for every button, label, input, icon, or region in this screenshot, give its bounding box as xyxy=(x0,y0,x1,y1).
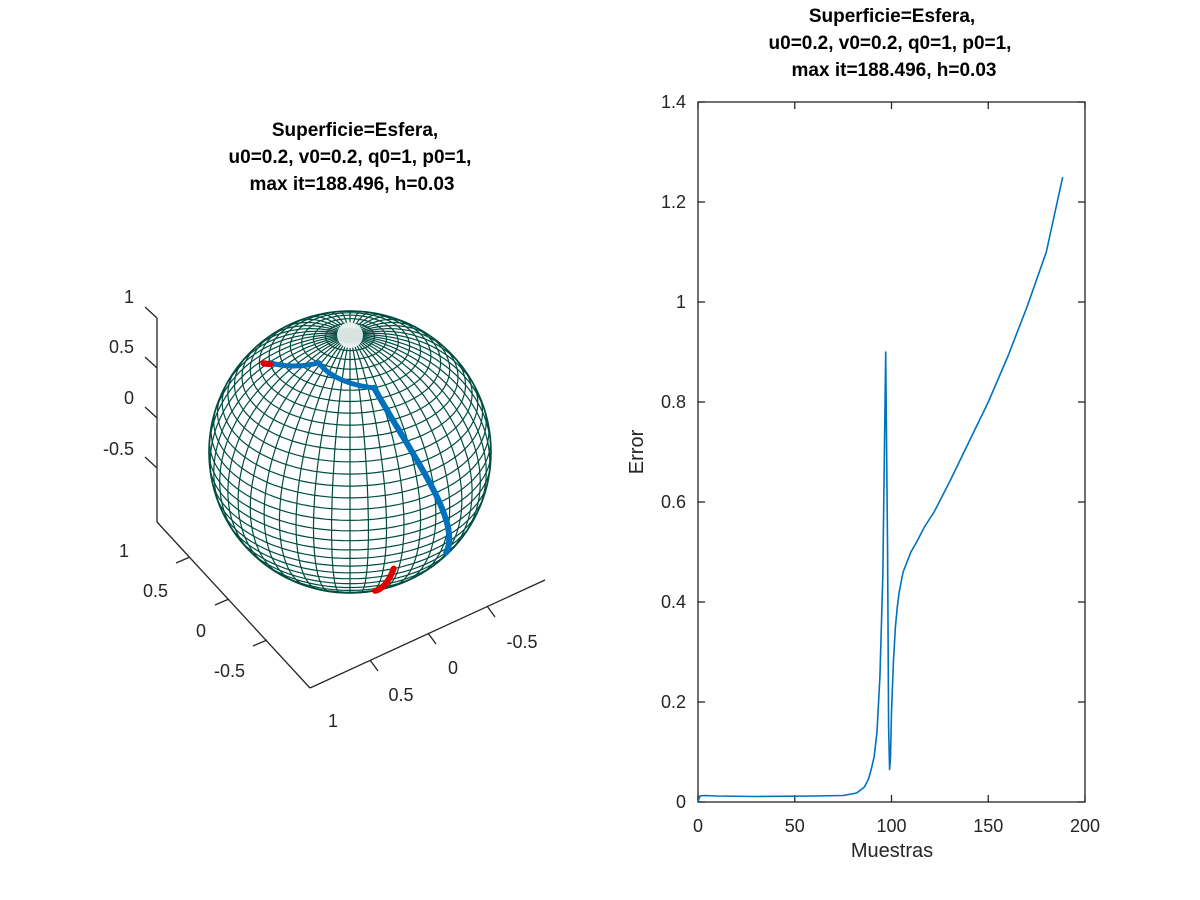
meridian-line xyxy=(349,334,437,583)
meridian-line xyxy=(349,334,422,587)
z-tick xyxy=(144,306,158,319)
sphere-plot: Superficie=Esfera, u0=0.2, v0=0.2, q0=1,… xyxy=(103,120,546,731)
meridian-line xyxy=(266,324,351,339)
pole-highlight xyxy=(337,322,363,349)
y-axis-line xyxy=(156,521,311,689)
x-tick-label: 150 xyxy=(973,816,1003,836)
y-tick-label: -0.5 xyxy=(214,661,245,681)
y-tick-label: 0 xyxy=(196,621,206,641)
x-tick-label: 0 xyxy=(448,658,458,678)
meridian-line xyxy=(208,334,351,457)
error-series xyxy=(697,176,1064,803)
y-tick xyxy=(175,556,191,564)
meridian-line xyxy=(211,334,351,423)
meridian-line xyxy=(209,334,351,487)
meridian-line xyxy=(349,334,369,594)
x-axis-label: Muestras xyxy=(851,840,933,862)
meridian-line xyxy=(349,334,405,590)
error-title-line-3: max it=188.496, h=0.03 xyxy=(792,60,997,81)
sphere-mesh xyxy=(208,310,492,594)
meridian-line xyxy=(263,334,351,583)
trajectory-red xyxy=(260,360,274,368)
z-tick xyxy=(144,406,158,419)
x-tick-label: 0.5 xyxy=(388,685,413,705)
meridian-line xyxy=(349,334,481,538)
x-tick-label: 100 xyxy=(876,816,906,836)
z-tick-label: -0.5 xyxy=(103,439,134,459)
y-tick-label: 1 xyxy=(676,292,686,312)
y-tick xyxy=(252,639,268,647)
meridian-line xyxy=(219,334,351,538)
x-tick-label: 200 xyxy=(1070,816,1100,836)
z-tick xyxy=(144,456,158,469)
meridian-line xyxy=(237,334,351,567)
y-tick-label: 0.8 xyxy=(661,392,686,412)
z-tick-label: 1 xyxy=(124,287,134,307)
meridian-line xyxy=(280,321,351,336)
meridian-line xyxy=(349,334,487,516)
meridian-line xyxy=(278,334,351,587)
x-axis-line xyxy=(309,579,546,689)
sphere-title-line-2: u0=0.2, v0=0.2, q0=1, p0=1, xyxy=(229,147,472,168)
z-tick-label: 0 xyxy=(124,388,134,408)
meridian-line xyxy=(234,330,351,372)
error-title-line-1: Superficie=Esfera, xyxy=(809,6,975,27)
error-series-line xyxy=(697,176,1064,803)
meridian-line xyxy=(349,334,492,457)
y-tick-label: 0.4 xyxy=(661,592,686,612)
x-tick-label: 0 xyxy=(693,816,703,836)
meridian-line xyxy=(349,334,491,487)
meridian-line xyxy=(349,334,473,556)
x-tick-label: -0.5 xyxy=(506,632,537,652)
meridian-line xyxy=(349,330,466,372)
error-plot: Superficie=Esfera, u0=0.2, v0=0.2, q0=1,… xyxy=(626,6,1100,862)
y-tick-label: 1.2 xyxy=(661,192,686,212)
meridian-line xyxy=(349,334,463,567)
trajectory-red xyxy=(372,565,397,594)
y-tick-label: 1 xyxy=(119,541,129,561)
sphere-axes xyxy=(144,306,546,689)
x-tick-label: 1 xyxy=(328,711,338,731)
error-axis-ticks: 0 50 100 150 200 0 0.2 0.4 0.6 0.8 1 1.2 1.4 xyxy=(661,92,1100,836)
trajectory-blue xyxy=(267,360,322,369)
sphere-title-line-1: Superficie=Esfera, xyxy=(272,120,438,141)
y-tick xyxy=(214,598,230,606)
meridian-line xyxy=(349,332,479,394)
plot-area-frame xyxy=(697,101,1086,803)
x-tick-label: 50 xyxy=(785,816,805,836)
y-axis-label: Error xyxy=(626,429,648,474)
z-tick-label: 0.5 xyxy=(109,337,134,357)
meridian-line xyxy=(349,324,434,339)
meridian-line xyxy=(250,327,351,352)
y-tick-label: 0 xyxy=(676,792,686,812)
meridian-line xyxy=(349,334,388,593)
sphere-title-line-3: max it=188.496, h=0.03 xyxy=(250,174,455,195)
y-tick-label: 0.5 xyxy=(143,581,168,601)
y-tick-label: 0.2 xyxy=(661,692,686,712)
x-tick xyxy=(427,632,437,645)
x-tick xyxy=(486,605,496,618)
meridian-line xyxy=(227,334,351,556)
meridian-line xyxy=(349,327,450,352)
trajectory-blue xyxy=(316,360,377,391)
y-tick-label: 1.4 xyxy=(661,92,686,112)
meridian-line xyxy=(221,332,351,394)
error-title-line-2: u0=0.2, v0=0.2, q0=1, p0=1, xyxy=(769,33,1012,54)
meridian-line xyxy=(213,334,351,516)
trajectory-blue xyxy=(371,384,453,556)
z-tick xyxy=(144,356,158,369)
meridian-line xyxy=(349,334,451,576)
x-tick xyxy=(369,659,379,672)
y-tick-label: 0.6 xyxy=(661,492,686,512)
sphere-trajectories xyxy=(260,322,453,594)
meridian-line xyxy=(349,334,489,423)
meridian-line xyxy=(349,321,420,336)
